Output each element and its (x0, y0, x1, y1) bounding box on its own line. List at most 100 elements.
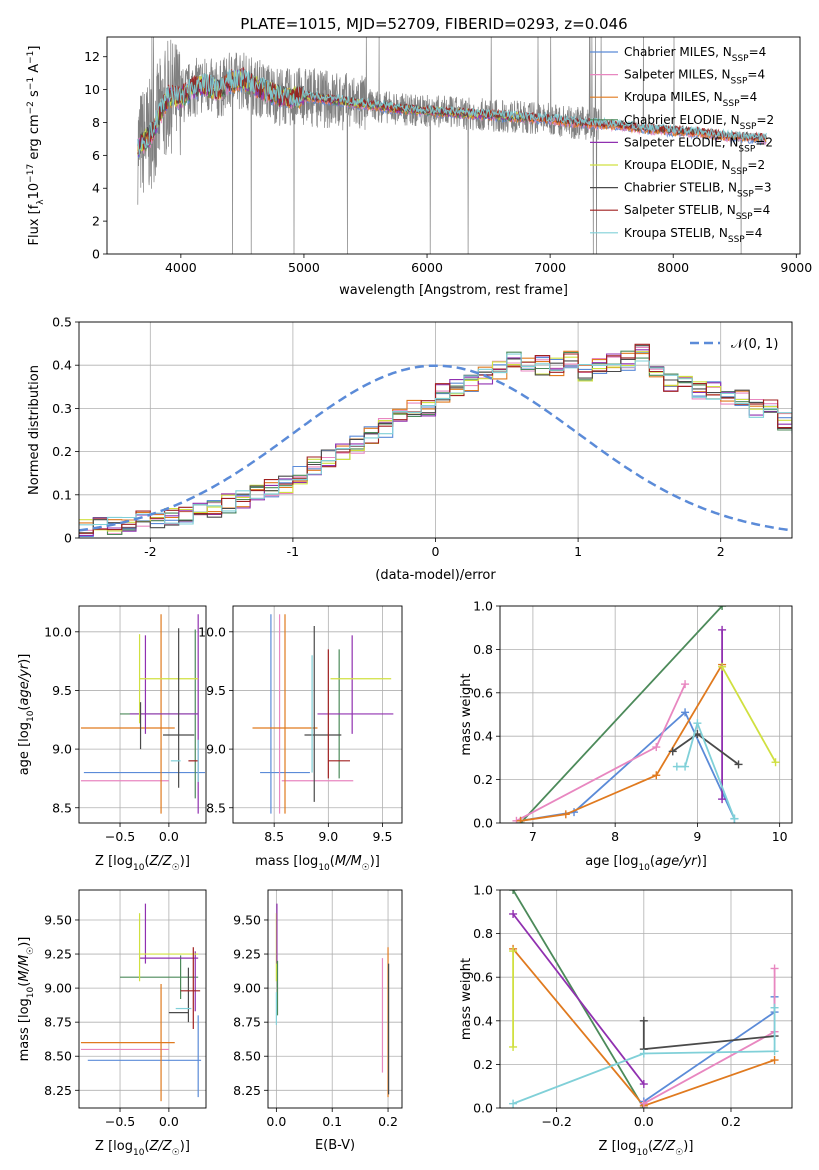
axes-frame (232, 605, 403, 824)
label-part: mass [log (17, 998, 32, 1061)
mass_vs_Z-plot (80, 903, 202, 1102)
label-part: SSP (737, 190, 754, 200)
label-part: mass [log (255, 854, 318, 869)
legend-label: Salpeter MILES, NSSP=4 (624, 68, 765, 87)
label-part: ( (17, 982, 32, 987)
mass_vs_Z-panel: −0.5 0.08.258.508.759.009.259.50Z [log10(… (17, 889, 207, 1158)
y-tick-label: 0.0 (473, 1101, 493, 1116)
mass_vs_ebv-panel: 0.0 0.1 0.2 8.25 8.50 8.75 9.00 9.25 9.50 E(B-V) (233, 889, 403, 1153)
label-part: ( (144, 854, 149, 869)
label-part: M/M (17, 955, 32, 982)
y-tick-label: 12 (84, 49, 100, 64)
x-axis-label: (data-model)/error (375, 568, 496, 583)
x-axis-label: Z [log10(Z/Z☉)] (95, 1139, 190, 1158)
y-tick-label: 8.25 (233, 1083, 261, 1098)
x-tick-label: 8 (611, 829, 619, 844)
label-part: 10 (133, 863, 145, 873)
series-line (676, 720, 736, 820)
x-tick-label: 8000 (657, 260, 689, 275)
label-part: Z [log (599, 1139, 637, 1154)
label-part: −1 (26, 51, 36, 64)
x-tick-label: −0.2 (541, 1114, 571, 1129)
series-line (721, 666, 777, 763)
histogram-step (79, 349, 792, 536)
label-part: Salpeter STELIB, N (624, 203, 736, 217)
x-tick-label: 0.0 (159, 1114, 179, 1129)
axes-frame (78, 321, 793, 539)
histogram-step (79, 352, 792, 538)
y-tick-label: 1.0 (473, 599, 493, 614)
label-part: 10 (26, 710, 36, 722)
label-part: Kroupa STELIB, N (624, 226, 728, 240)
label-part: SSP (731, 167, 748, 177)
y-tick-label: 0 (92, 247, 100, 262)
y-tick-label: 0.1 (52, 487, 72, 502)
label-part: =4 (753, 203, 771, 217)
label-part: Z/Z (149, 1139, 173, 1154)
y-tick-label: 8.25 (44, 1083, 72, 1098)
y-tick-label: 9.50 (233, 912, 261, 927)
label-part: ☉ (362, 863, 370, 873)
series-line (512, 913, 645, 1085)
x-tick-label: 0.2 (378, 1114, 398, 1129)
y-tick-label: 10.0 (198, 624, 226, 639)
x-axis-label: age [log10(age/yr)] (585, 854, 707, 873)
age_vs_mass-plot (252, 614, 394, 814)
label-part: SSP (736, 212, 753, 222)
legend-label: 𝒩(0, 1) (731, 337, 778, 352)
legend-label: Kroupa STELIB, NSSP=4 (624, 226, 762, 245)
y-axis-label: mass weight (459, 673, 474, 755)
label-part: ☉ (675, 1148, 683, 1158)
label-part: Salpeter ELODIE, N (624, 135, 738, 149)
y-tick-label: 4 (92, 181, 100, 196)
y-tick-label: 9.0 (206, 742, 226, 757)
gaussian-curve (79, 364, 790, 532)
y-axis-label: mass [log10(M/M☉)] (17, 937, 36, 1062)
legend-label: Kroupa ELODIE, NSSP=2 (624, 158, 765, 177)
y-tick-label: 0.8 (473, 642, 493, 657)
axes-frame (499, 889, 793, 1109)
label-part: )] (697, 854, 707, 869)
weight_vs_Z-plot (509, 890, 779, 1108)
label-part: Flux [f (27, 204, 42, 245)
label-part: ] (27, 46, 42, 51)
label-part: ( (144, 1139, 149, 1154)
weight_vs_age-plot (512, 606, 780, 823)
label-part: ( (330, 854, 335, 869)
y-tick-label: 0.2 (52, 444, 72, 459)
label-part: SSP (732, 54, 749, 64)
x-tick-label: −0.5 (105, 829, 135, 844)
y-tick-label: 0 (64, 531, 72, 546)
y-tick-label: 10.0 (44, 624, 72, 639)
x-tick-label: 0 (432, 544, 440, 559)
y-tick-label: 0.6 (473, 970, 493, 985)
histogram-step (79, 351, 792, 532)
spectrum-plot (137, 37, 767, 254)
label-part: Chabrier MILES, N (624, 45, 732, 59)
x-axis-label: wavelength [Angstrom, rest frame] (339, 283, 568, 298)
label-part: 10 (26, 986, 36, 998)
y-tick-label: 8 (92, 115, 100, 130)
x-tick-label: 4000 (165, 260, 197, 275)
label-part: age [log (585, 854, 638, 869)
x-tick-label: 9.5 (373, 829, 393, 844)
y-tick-label: 0.2 (473, 1057, 493, 1072)
label-part: =4 (740, 90, 758, 104)
x-axis-label: Z [log10(Z/Z☉)] (95, 854, 190, 873)
label-part: ( (650, 854, 655, 869)
y-tick-label: 9.00 (233, 981, 261, 996)
x-tick-label: 0.1 (322, 1114, 342, 1129)
y-tick-label: 9.00 (44, 981, 72, 996)
axes-frame (78, 605, 207, 824)
y-axis-label: Normed distribution (27, 365, 42, 495)
x-tick-label: 1 (574, 544, 582, 559)
label-part: A (27, 64, 42, 77)
y-tick-label: 0.8 (473, 926, 493, 941)
label-part: =2 (747, 158, 765, 172)
label-part: age [log (17, 722, 32, 775)
label-part: Salpeter MILES, N (624, 68, 731, 82)
label-part: SSP (731, 77, 748, 87)
x-axis-label: E(B-V) (315, 1138, 355, 1153)
label-part: 10 (636, 1148, 648, 1158)
